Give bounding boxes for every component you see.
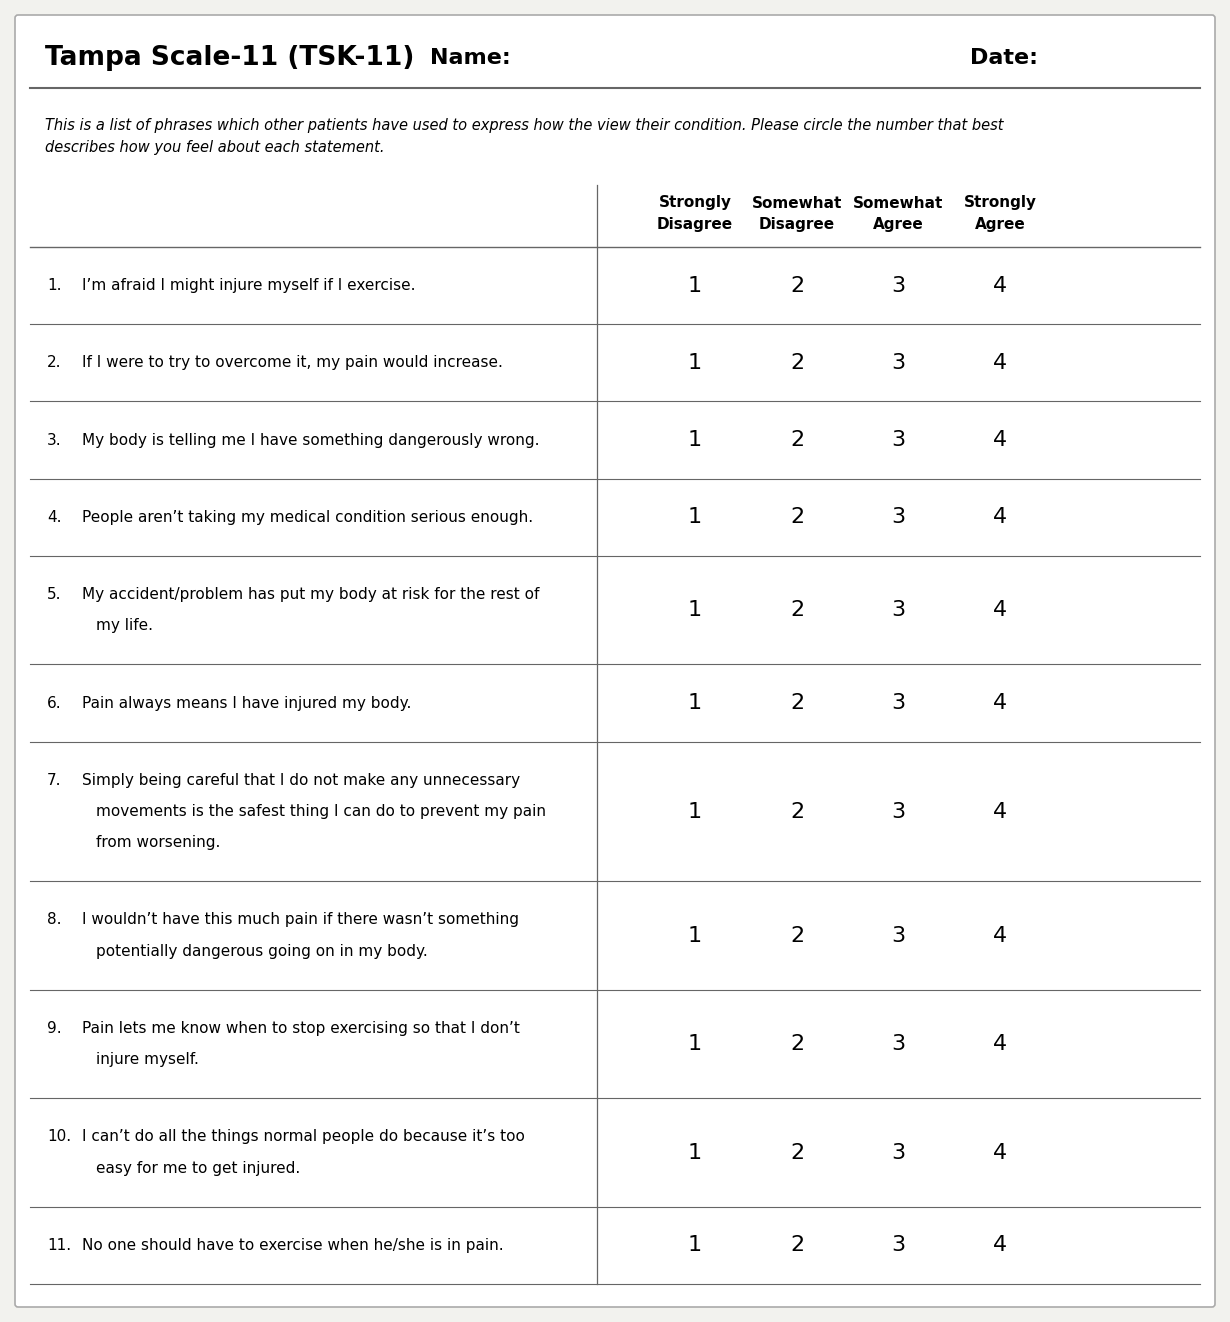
Text: This is a list of phrases which other patients have used to express how the view: This is a list of phrases which other pa… [46,118,1004,134]
Text: 1: 1 [688,801,702,821]
Text: 3: 3 [891,600,905,620]
Text: potentially dangerous going on in my body.: potentially dangerous going on in my bod… [96,944,428,958]
Text: 11.: 11. [47,1237,71,1253]
Text: 4: 4 [993,801,1007,821]
Text: 4: 4 [993,1142,1007,1162]
Text: 4: 4 [993,600,1007,620]
Text: Tampa Scale-11 (TSK-11): Tampa Scale-11 (TSK-11) [46,45,415,71]
Text: 3: 3 [891,508,905,527]
Text: 3: 3 [891,275,905,296]
Text: 2: 2 [790,693,804,713]
Text: 4: 4 [993,430,1007,449]
Text: 2: 2 [790,600,804,620]
Text: 4: 4 [993,508,1007,527]
Text: 3: 3 [891,1142,905,1162]
Text: 3: 3 [891,353,905,373]
Text: 2: 2 [790,925,804,945]
Text: 2: 2 [790,508,804,527]
Text: Date:: Date: [970,48,1038,67]
Text: 2: 2 [790,430,804,449]
Text: Pain always means I have injured my body.: Pain always means I have injured my body… [82,695,411,710]
Text: 3: 3 [891,925,905,945]
Text: 5.: 5. [47,587,62,602]
Text: Simply being careful that I do not make any unnecessary: Simply being careful that I do not make … [82,773,520,788]
Text: 2: 2 [790,1142,804,1162]
Text: 9.: 9. [47,1021,62,1036]
Text: 1: 1 [688,600,702,620]
Text: Disagree: Disagree [657,218,733,233]
Text: 4: 4 [993,925,1007,945]
Text: Strongly: Strongly [963,196,1037,210]
Text: If I were to try to overcome it, my pain would increase.: If I were to try to overcome it, my pain… [82,356,503,370]
Text: movements is the safest thing I can do to prevent my pain: movements is the safest thing I can do t… [96,804,546,820]
Text: Strongly: Strongly [658,196,732,210]
Text: 1: 1 [688,1235,702,1256]
Text: 3: 3 [891,693,905,713]
Text: 2: 2 [790,353,804,373]
Text: Agree: Agree [974,218,1026,233]
Text: describes how you feel about each statement.: describes how you feel about each statem… [46,140,385,155]
Text: 4: 4 [993,353,1007,373]
Text: 1: 1 [688,925,702,945]
Text: 3: 3 [891,801,905,821]
Text: 4: 4 [993,693,1007,713]
Text: 1: 1 [688,693,702,713]
Text: 8.: 8. [47,912,62,928]
Text: 2: 2 [790,801,804,821]
Text: 1: 1 [688,275,702,296]
Text: 10.: 10. [47,1129,71,1145]
Text: Somewhat: Somewhat [752,196,843,210]
Text: Somewhat: Somewhat [852,196,943,210]
Text: 1: 1 [688,508,702,527]
Text: 2: 2 [790,1034,804,1054]
Text: 3: 3 [891,1034,905,1054]
Text: Agree: Agree [872,218,924,233]
Text: Pain lets me know when to stop exercising so that I don’t: Pain lets me know when to stop exercisin… [82,1021,520,1036]
Text: injure myself.: injure myself. [96,1052,199,1067]
Text: 1: 1 [688,430,702,449]
Text: I’m afraid I might injure myself if I exercise.: I’m afraid I might injure myself if I ex… [82,278,416,293]
Text: People aren’t taking my medical condition serious enough.: People aren’t taking my medical conditio… [82,510,533,525]
Text: 3: 3 [891,430,905,449]
FancyBboxPatch shape [15,15,1215,1307]
Text: my life.: my life. [96,619,153,633]
Text: 1.: 1. [47,278,62,293]
Text: 4: 4 [993,1235,1007,1256]
Text: Name:: Name: [430,48,510,67]
Text: 3: 3 [891,1235,905,1256]
Text: Disagree: Disagree [759,218,835,233]
Text: 3.: 3. [47,432,62,448]
Text: 4: 4 [993,275,1007,296]
Text: I wouldn’t have this much pain if there wasn’t something: I wouldn’t have this much pain if there … [82,912,519,928]
Text: My accident/problem has put my body at risk for the rest of: My accident/problem has put my body at r… [82,587,540,602]
Text: 2: 2 [790,275,804,296]
Text: 1: 1 [688,1034,702,1054]
Text: 1: 1 [688,1142,702,1162]
Text: from worsening.: from worsening. [96,836,220,850]
Text: I can’t do all the things normal people do because it’s too: I can’t do all the things normal people … [82,1129,525,1145]
Text: 1: 1 [688,353,702,373]
Text: 2: 2 [790,1235,804,1256]
Text: 4.: 4. [47,510,62,525]
Text: My body is telling me I have something dangerously wrong.: My body is telling me I have something d… [82,432,540,448]
Text: No one should have to exercise when he/she is in pain.: No one should have to exercise when he/s… [82,1237,503,1253]
Text: 6.: 6. [47,695,62,710]
Text: 7.: 7. [47,773,62,788]
Text: 4: 4 [993,1034,1007,1054]
Text: easy for me to get injured.: easy for me to get injured. [96,1161,300,1175]
Text: 2.: 2. [47,356,62,370]
